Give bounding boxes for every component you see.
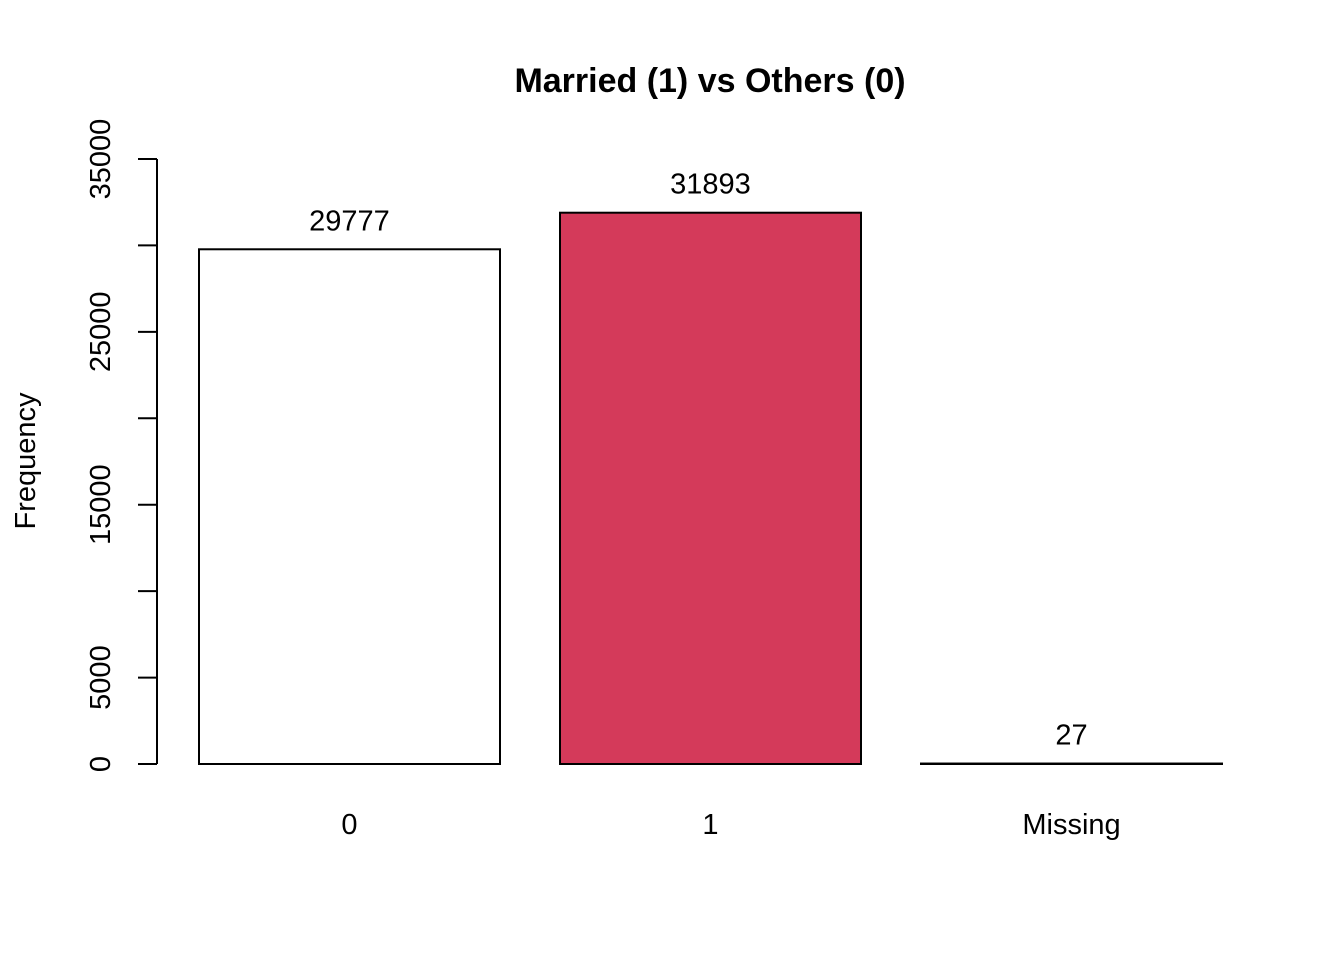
y-axis-label: Frequency <box>10 392 42 530</box>
x-tick-label-missing: Missing <box>1022 809 1120 841</box>
y-tick-label: 35000 <box>85 119 117 200</box>
bar-0 <box>198 248 501 766</box>
bars-group <box>198 211 1223 766</box>
data-labels-group: 29777 31893 27 <box>309 169 1087 752</box>
y-axis: 0 5000 15000 25000 35000 <box>85 119 158 772</box>
x-tick-labels-group: 0 1 Missing <box>341 809 1120 841</box>
bar-1 <box>559 211 862 765</box>
data-label-0: 29777 <box>309 205 390 237</box>
data-label-missing: 27 <box>1055 720 1087 752</box>
y-tick-label: 0 <box>85 756 117 772</box>
y-tick-label: 5000 <box>85 645 117 710</box>
y-tick-label: 25000 <box>85 292 117 373</box>
chart-title: Married (1) vs Others (0) <box>514 62 905 100</box>
x-tick-label-1: 1 <box>702 809 718 841</box>
y-tick-label: 15000 <box>85 464 117 545</box>
data-label-1: 31893 <box>670 169 751 201</box>
x-tick-label-0: 0 <box>341 809 357 841</box>
